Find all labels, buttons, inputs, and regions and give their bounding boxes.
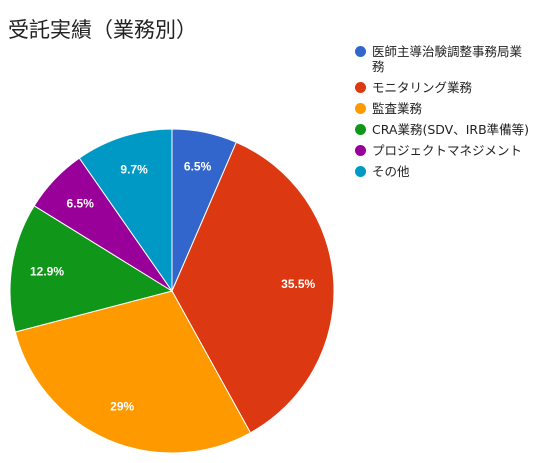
legend-label: CRA業務(SDV、IRB準備等) <box>372 122 530 137</box>
pie-slice-4[interactable] <box>9 205 174 333</box>
slice-value-label: 6.5% <box>184 159 212 173</box>
pie-slice-3[interactable] <box>14 290 252 454</box>
legend-swatch <box>355 124 366 135</box>
legend-item[interactable]: CRA業務(SDV、IRB準備等) <box>355 122 531 137</box>
legend-swatch <box>355 145 366 156</box>
legend-item[interactable]: 監査業務 <box>355 101 531 116</box>
chart-title: 受託実績（業務別） <box>8 18 197 42</box>
legend-swatch <box>355 166 366 177</box>
legend-item[interactable]: モニタリング業務 <box>355 80 531 95</box>
legend-label: その他 <box>372 164 410 179</box>
legend-item[interactable]: 医師主導治験調整事務局業務 <box>355 44 531 74</box>
legend-label: 医師主導治験調整事務局業務 <box>372 44 523 74</box>
legend-label: 監査業務 <box>372 101 423 116</box>
slice-value-label: 12.9% <box>30 264 64 278</box>
pie-slice-2[interactable] <box>171 141 335 434</box>
legend-swatch <box>355 103 366 114</box>
legend-item[interactable]: その他 <box>355 164 531 179</box>
slice-value-label: 9.7% <box>120 163 148 177</box>
legend-swatch <box>355 46 366 57</box>
legend-label: プロジェクトマネジメント <box>372 143 523 158</box>
legend-item[interactable]: プロジェクトマネジメント <box>355 143 531 158</box>
slice-value-label: 35.5% <box>281 277 315 291</box>
slice-value-label: 29% <box>110 399 134 413</box>
slice-value-label: 6.5% <box>67 196 95 210</box>
legend-label: モニタリング業務 <box>372 80 473 95</box>
legend-swatch <box>355 82 366 93</box>
pie-slice-6[interactable] <box>78 128 173 293</box>
chart-legend: 医師主導治験調整事務局業務モニタリング業務 監査業務 CRA業務(SDV、IRB準備… <box>355 44 531 185</box>
